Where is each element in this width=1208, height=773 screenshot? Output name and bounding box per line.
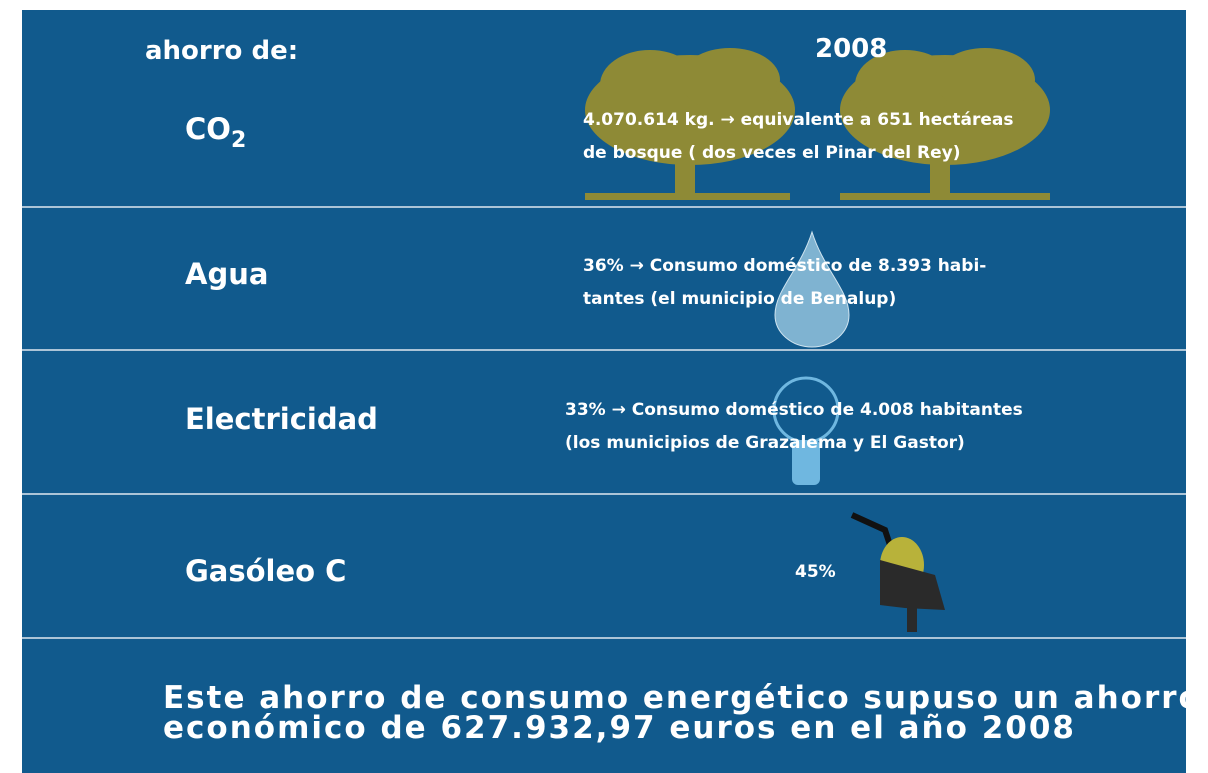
- row-label: CO2: [185, 112, 246, 153]
- description-line: 4.070.614 kg. → equivalente a 651 hectár…: [583, 104, 1013, 137]
- description-line: tantes (el municipio de Benalup): [583, 283, 986, 316]
- row-description: 45%: [795, 556, 836, 589]
- row-label: Electricidad: [185, 402, 378, 436]
- row-label: Gasóleo C: [185, 554, 346, 588]
- description-line: 33% → Consumo doméstico de 4.008 habitan…: [565, 394, 1023, 427]
- row-description: 4.070.614 kg. → equivalente a 651 hectár…: [583, 104, 1013, 170]
- header-label: ahorro de:: [145, 36, 298, 66]
- row-description: 36% → Consumo doméstico de 8.393 habi-ta…: [583, 250, 986, 316]
- description-line: 45%: [795, 556, 836, 589]
- row-label-text: CO: [185, 112, 231, 146]
- footer: Este ahorro de consumo energético supuso…: [163, 683, 1202, 743]
- description-line: 36% → Consumo doméstico de 8.393 habi-: [583, 250, 986, 283]
- page: ahorro de: 2008 CO2 4.070.614 kg. → equi…: [0, 0, 1208, 773]
- row-description: 33% → Consumo doméstico de 4.008 habitan…: [565, 394, 1023, 460]
- footer-line: Este ahorro de consumo energético supuso…: [163, 683, 1202, 713]
- row-label: Agua: [185, 257, 268, 291]
- header-year: 2008: [815, 34, 887, 64]
- row-label-subscript: 2: [231, 128, 246, 153]
- footer-line: económico de 627.932,97 euros en el año …: [163, 713, 1202, 743]
- description-line: (los municipios de Grazalema y El Gastor…: [565, 427, 1023, 460]
- description-line: de bosque ( dos veces el Pinar del Rey): [583, 137, 1013, 170]
